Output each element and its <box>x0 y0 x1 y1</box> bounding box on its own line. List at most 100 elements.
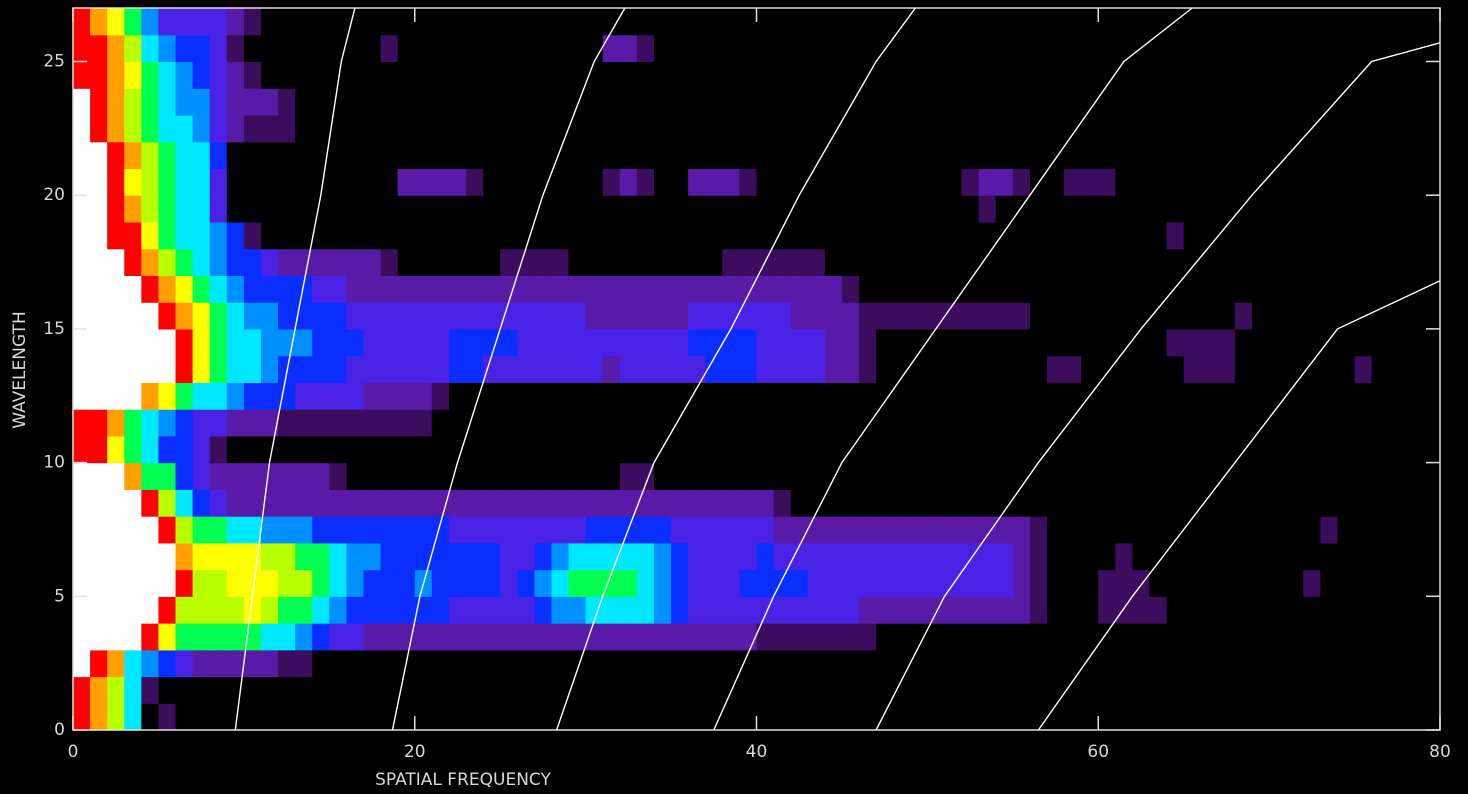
heat-cell <box>226 703 245 731</box>
heat-cell <box>226 195 245 223</box>
y-axis-label: WAVELENGTH <box>10 311 30 428</box>
heat-cell <box>483 114 501 143</box>
heat-cell <box>551 649 570 678</box>
heat-cell <box>1422 462 1441 490</box>
heat-cell <box>517 569 535 597</box>
heat-cell <box>824 623 843 651</box>
heat-cell <box>1012 596 1031 624</box>
heat-cell <box>807 623 826 651</box>
heat-cell <box>90 168 108 196</box>
heat-cell <box>431 435 450 464</box>
heat-cell <box>824 516 843 544</box>
heat-cell <box>500 649 518 678</box>
heat-cell <box>568 409 587 437</box>
heat-cell <box>636 88 655 116</box>
heat-cell <box>1234 328 1253 357</box>
heat-cell <box>1252 435 1270 464</box>
heat-cell <box>1132 275 1151 303</box>
heat-cell <box>671 34 689 63</box>
heat-cell <box>363 569 382 597</box>
heat-cell <box>226 141 245 170</box>
heat-cell <box>1217 248 1236 277</box>
heat-cell <box>551 435 570 464</box>
heat-cell <box>1303 703 1321 731</box>
heat-cell <box>1234 114 1253 143</box>
heat-cell <box>824 676 843 704</box>
heat-cell <box>961 462 980 490</box>
heat-cell <box>260 168 279 196</box>
heat-cell <box>329 328 347 357</box>
heat-cell <box>722 248 741 277</box>
heat-cell <box>1098 542 1116 571</box>
heat-cell <box>739 596 758 624</box>
heat-cell <box>209 61 228 89</box>
heat-cell <box>1269 516 1287 544</box>
heat-cell <box>1200 302 1219 330</box>
heat-cell <box>773 516 792 544</box>
heat-cell <box>978 302 997 330</box>
heat-cell <box>107 168 125 196</box>
heat-cell <box>397 703 416 731</box>
heat-cell <box>483 516 501 544</box>
heat-cell <box>534 221 553 250</box>
heat-cell <box>841 141 860 170</box>
heat-cell <box>141 596 160 624</box>
heat-cell <box>380 489 399 517</box>
heat-cell <box>876 195 894 223</box>
heat-cell <box>500 141 518 170</box>
heat-cell <box>517 328 535 357</box>
heat-cell <box>500 195 518 223</box>
heat-cell <box>380 141 399 170</box>
heat-cell <box>568 141 587 170</box>
heat-cell <box>1029 328 1048 357</box>
heat-cell <box>312 328 330 357</box>
heat-cell <box>192 141 211 170</box>
heat-cell <box>602 462 621 490</box>
heat-cell <box>243 703 262 731</box>
heat-cell <box>636 649 655 678</box>
heat-cell <box>295 355 313 383</box>
heat-cell <box>1081 168 1099 196</box>
heat-cell <box>414 195 433 223</box>
x-tick-label: 0 <box>68 742 79 762</box>
heat-cell <box>705 221 723 250</box>
heat-cell <box>927 195 946 223</box>
heat-cell <box>414 8 433 36</box>
heat-cell <box>90 489 108 517</box>
heat-cell <box>927 328 946 357</box>
heat-cell <box>1029 8 1048 36</box>
heat-cell <box>483 275 501 303</box>
heat-cell <box>141 221 160 250</box>
heat-cell <box>619 596 638 624</box>
heat-cell <box>414 328 433 357</box>
heat-cell <box>995 302 1014 330</box>
heat-cell <box>1098 649 1116 678</box>
heat-cell <box>841 221 860 250</box>
heat-cell <box>705 141 723 170</box>
heat-cell <box>73 569 91 597</box>
heat-cell <box>1132 168 1151 196</box>
heat-cell <box>859 195 877 223</box>
heat-cell <box>500 8 518 36</box>
heat-cell <box>1337 516 1356 544</box>
heat-cell <box>158 141 177 170</box>
heat-cell <box>910 114 928 143</box>
heat-cell <box>739 8 758 36</box>
heat-cell <box>141 649 160 678</box>
heat-cell <box>841 195 860 223</box>
heat-cell <box>397 569 416 597</box>
heat-cell <box>483 355 501 383</box>
heat-cell <box>209 114 228 143</box>
heat-cell <box>158 34 177 63</box>
heat-cell <box>1046 248 1065 277</box>
heat-cell <box>790 248 809 277</box>
heat-cell <box>124 382 142 410</box>
heat-cell <box>73 221 91 250</box>
heat-cell <box>688 623 706 651</box>
heat-cell <box>209 382 228 410</box>
heat-cell <box>107 435 125 464</box>
heat-cell <box>414 516 433 544</box>
heat-cell <box>927 168 946 196</box>
heat-cell <box>431 168 450 196</box>
heat-cell <box>90 141 108 170</box>
